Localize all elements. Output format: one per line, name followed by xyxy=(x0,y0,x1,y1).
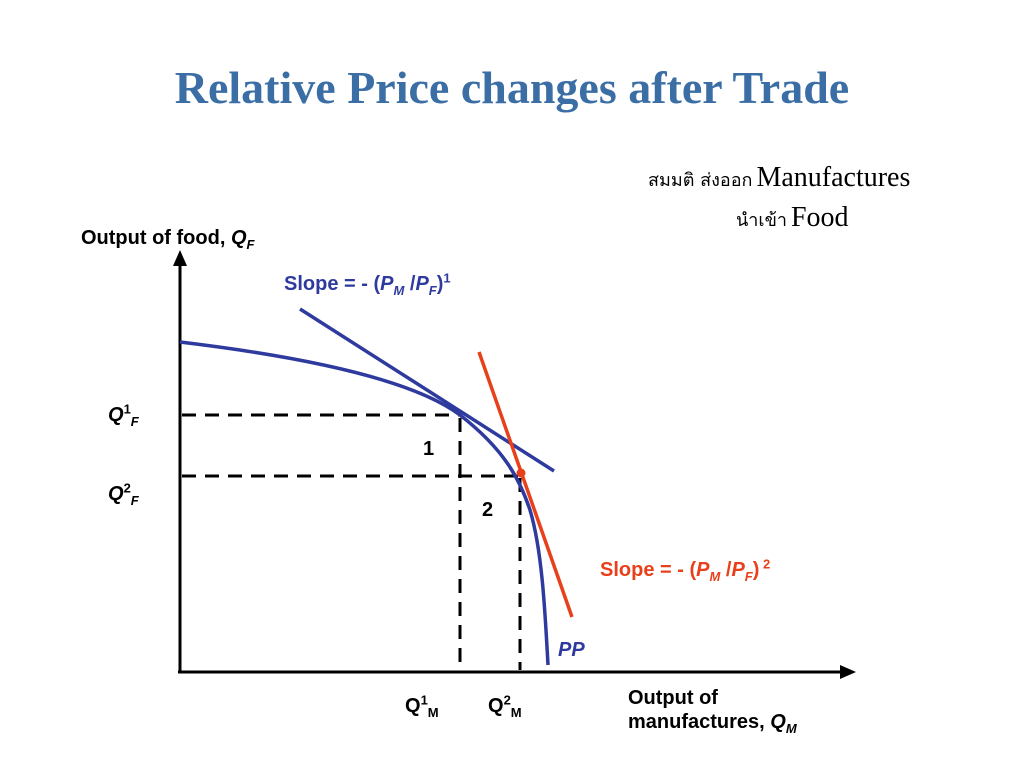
y-axis-sub: F xyxy=(246,237,255,252)
tick-qm1-sub: M xyxy=(427,705,439,720)
slope-2-pm-sub: M xyxy=(709,569,721,584)
slope-2-label: Slope = - (PM /PF) 2 xyxy=(600,556,771,584)
slope-1-pf: P xyxy=(415,273,429,295)
slope-1-prefix: Slope = - ( xyxy=(284,273,381,295)
y-axis-var: Q xyxy=(230,227,247,249)
y-axis-arrow xyxy=(173,250,187,266)
slope-2-pf: P xyxy=(731,559,745,581)
slope-1-close: ) xyxy=(436,273,444,295)
slope-2-pm: P xyxy=(696,559,710,581)
x-axis-sub: M xyxy=(785,721,797,736)
point-1-label: 1 xyxy=(423,438,435,460)
assumption-thai-2: นำเข้า xyxy=(736,210,787,231)
assumption-import: Food xyxy=(790,202,849,233)
tick-qf2-sub: F xyxy=(130,493,139,508)
point-2-label: 2 xyxy=(482,499,494,521)
slope-2-prefix: Slope = - ( xyxy=(600,559,697,581)
assumption-line-1: สมมติ ส่งออก Manufactures xyxy=(648,162,910,194)
x-axis-arrow xyxy=(840,665,856,679)
tangent-line-2 xyxy=(477,351,574,618)
slope-2-close: ) xyxy=(752,559,760,581)
y-axis-label: Output of food, QF xyxy=(81,226,255,252)
y-axis-label-text: Output of food, xyxy=(81,227,226,249)
page-title: Relative Price changes after Trade xyxy=(174,62,850,113)
slope-2-sup: 2 xyxy=(759,556,771,572)
tangency-point-2 xyxy=(516,468,526,478)
slope-1-pf-sub: F xyxy=(428,283,437,298)
slope-2-sep: / xyxy=(720,559,732,581)
assumption-line-2: นำเข้า Food xyxy=(736,202,849,234)
x-axis-label-line2: manufactures, xyxy=(628,711,765,733)
slope-1-pm-sub: M xyxy=(393,283,405,298)
tick-qm2-sup: 2 xyxy=(503,692,511,708)
tick-qm1-sup: 1 xyxy=(420,692,428,708)
slope-1-sep: / xyxy=(404,273,416,295)
slope-2-pf-sub: F xyxy=(744,569,753,584)
tick-qf1: Q1F xyxy=(108,401,139,429)
pp-curve-label: PP xyxy=(558,638,585,662)
assumption-export: Manufactures xyxy=(756,162,911,193)
tick-qf1-base: Q xyxy=(108,404,124,426)
tick-qm2-base: Q xyxy=(488,695,504,717)
x-axis-var: Q xyxy=(770,711,786,733)
tick-qf2: Q2F xyxy=(108,480,139,508)
x-axis-label: Output of manufactures, QM xyxy=(628,686,797,736)
tick-qm2-sub: M xyxy=(510,705,522,720)
tick-qf2-base: Q xyxy=(108,483,124,505)
x-axis-label-line1: Output of xyxy=(628,687,718,709)
slope-1-sup: 1 xyxy=(443,270,451,286)
tick-qm2: Q2M xyxy=(488,692,522,720)
tick-qf1-sub: F xyxy=(130,414,139,429)
tick-qf1-sup: 1 xyxy=(123,401,131,417)
slope-1-pm: P xyxy=(380,273,394,295)
slope-1-label: Slope = - (PM /PF)1 xyxy=(284,270,451,298)
tick-qm1-base: Q xyxy=(405,695,421,717)
tick-qm1: Q1M xyxy=(405,692,439,720)
pp-curve-label-text: PP xyxy=(558,639,585,661)
tick-qf2-sup: 2 xyxy=(123,480,131,496)
assumption-thai-1: สมมติ ส่งออก xyxy=(648,170,753,191)
pp-curve xyxy=(179,340,550,666)
